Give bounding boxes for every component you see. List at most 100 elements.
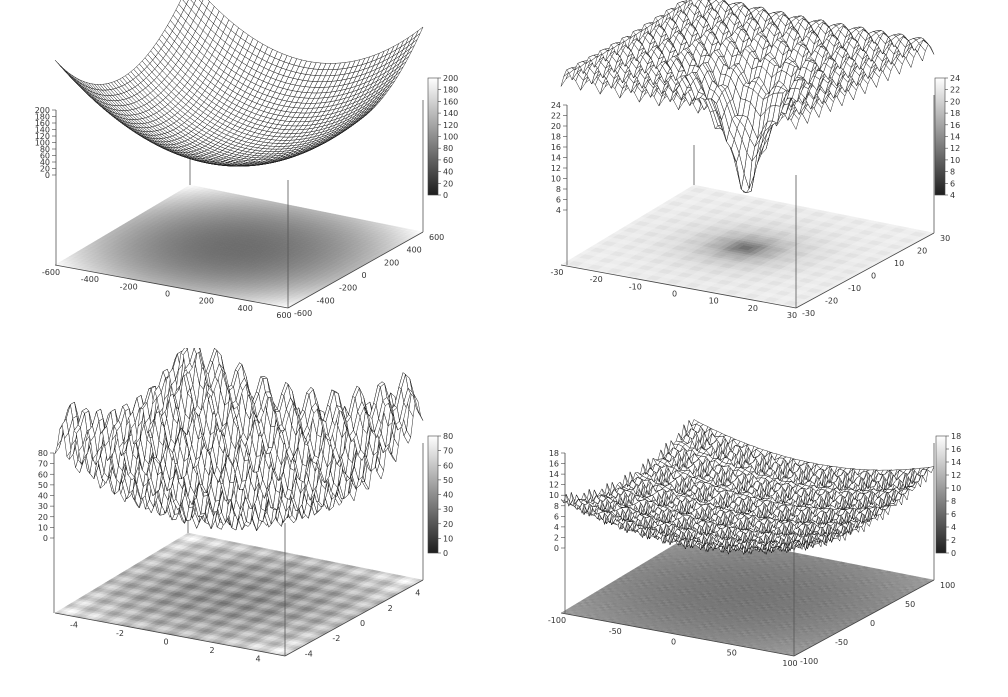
y-tick-label: 0 bbox=[870, 619, 875, 628]
colorbar: 0 2 4 6 8 10 12 14 16 18 bbox=[935, 432, 961, 558]
x-tick-label: 600 bbox=[276, 311, 291, 320]
z-tick-label: 70 bbox=[38, 460, 48, 469]
colorbar-tick-label: 6 bbox=[950, 179, 955, 188]
z-tick-label: 0 bbox=[554, 544, 559, 553]
x-tick-label: -4 bbox=[70, 620, 78, 629]
axes-frame bbox=[560, 443, 935, 657]
x-tick-label: -50 bbox=[609, 627, 622, 636]
colorbar-tick-label: 0 bbox=[443, 549, 448, 558]
y-tick-label: 100 bbox=[940, 581, 955, 590]
colorbar-tick-label: 0 bbox=[443, 191, 448, 200]
colorbar-tick-label: 20 bbox=[443, 520, 453, 529]
colorbar-tick-label: 22 bbox=[950, 86, 960, 95]
y-tick-label: 0 bbox=[360, 619, 365, 628]
surface-wireframe bbox=[560, 419, 935, 556]
y-tick-label: -400 bbox=[317, 296, 335, 305]
colorbar-tick-label: 180 bbox=[443, 86, 458, 95]
z-tick-label: 6 bbox=[554, 512, 559, 521]
floor-heatmap bbox=[560, 184, 935, 309]
y-tick-labels: -4 -2 0 2 4 bbox=[305, 589, 420, 659]
colorbar-tick-label: 40 bbox=[443, 168, 453, 177]
x-tick-label: 0 bbox=[163, 638, 168, 647]
surface-plot-rastrigin: -4-2024-4-202401020304050607080010203040… bbox=[38, 348, 453, 664]
z-tick-label: 10 bbox=[551, 175, 561, 184]
y-tick-label: -10 bbox=[848, 284, 861, 293]
y-tick-label: -30 bbox=[802, 309, 815, 318]
y-tick-label: 0 bbox=[871, 272, 876, 281]
y-tick-label: 20 bbox=[917, 247, 927, 256]
x-tick-label: 100 bbox=[782, 659, 797, 668]
x-tick-label: 50 bbox=[727, 648, 737, 657]
colorbar-gradient bbox=[935, 435, 947, 554]
chart-panel-sphere: -600 -400 -200 0 200 400 600 -600 -400 -200 0 200 40… bbox=[0, 0, 504, 348]
z-tick-label: 40 bbox=[40, 158, 50, 167]
x-tick-label: 4 bbox=[255, 655, 260, 664]
z-tick-label: 8 bbox=[554, 502, 559, 511]
colorbar-tick-label: 18 bbox=[951, 432, 961, 441]
colorbar-tick-label: 100 bbox=[443, 133, 458, 142]
z-tick-label: 0 bbox=[43, 534, 48, 543]
z-tick-label: 20 bbox=[38, 513, 48, 522]
x-tick-label: 200 bbox=[199, 297, 214, 306]
floor-heatmap bbox=[560, 532, 935, 657]
x-tick-labels: -100 -50 0 50 100 bbox=[548, 616, 798, 668]
colorbar-gradient bbox=[427, 77, 439, 196]
colorbar-tick-label: 20 bbox=[443, 179, 453, 188]
colorbar-tick-label: 10 bbox=[951, 484, 961, 493]
z-tick-label: 60 bbox=[38, 470, 48, 479]
x-tick-label: 400 bbox=[238, 304, 253, 313]
y-tick-label: 0 bbox=[362, 271, 367, 280]
y-tick-label: -200 bbox=[339, 284, 357, 293]
z-tick-label: 60 bbox=[40, 152, 50, 161]
z-tick-label: 200 bbox=[35, 106, 50, 115]
z-tick-label: 100 bbox=[35, 139, 50, 148]
x-axis-line bbox=[560, 264, 797, 309]
y-tick-label: -50 bbox=[835, 638, 848, 647]
y-tick-label: 10 bbox=[894, 259, 904, 268]
colorbar: 0 20 40 60 80 100 120 140 160 180 200 bbox=[427, 74, 458, 200]
y-tick-label: 4 bbox=[415, 589, 420, 598]
colorbar-tick-label: 0 bbox=[951, 549, 956, 558]
colorbar-tick-label: 10 bbox=[950, 156, 960, 165]
colorbar-tick-label: 16 bbox=[950, 121, 960, 130]
x-tick-label: 0 bbox=[672, 290, 677, 299]
y-tick-label: 600 bbox=[429, 233, 444, 242]
colorbar-tick-label: 4 bbox=[950, 191, 955, 200]
x-tick-label: -10 bbox=[629, 282, 642, 291]
z-tick-label: 16 bbox=[549, 460, 559, 469]
y-tick-label: 2 bbox=[388, 604, 393, 613]
x-tick-label: 2 bbox=[209, 646, 214, 655]
z-tick-label: 120 bbox=[35, 132, 50, 141]
x-tick-labels: -4 -2 0 2 4 bbox=[70, 620, 261, 663]
floor-heatmap bbox=[54, 532, 424, 657]
z-tick-label: 8 bbox=[556, 185, 561, 194]
z-tick-label: 50 bbox=[38, 481, 48, 490]
z-tick-label: 10 bbox=[549, 491, 559, 500]
z-tick-label: 2 bbox=[554, 533, 559, 542]
y-tick-label: -20 bbox=[825, 297, 838, 306]
colorbar-tick-label: 200 bbox=[443, 74, 458, 83]
colorbar-tick-label: 16 bbox=[951, 445, 961, 454]
colorbar-tick-label: 12 bbox=[950, 144, 960, 153]
x-tick-labels: -600 -400 -200 0 200 400 600 bbox=[42, 268, 292, 320]
z-tick-label: 16 bbox=[551, 143, 561, 152]
colorbar-tick-label: 10 bbox=[443, 534, 453, 543]
x-tick-labels: -30 -20 -10 0 10 20 30 bbox=[550, 268, 797, 320]
x-axis-line bbox=[54, 612, 286, 657]
y-axis-line bbox=[284, 579, 424, 657]
colorbar-tick-label: 160 bbox=[443, 97, 458, 106]
colorbar-tick-label: 80 bbox=[443, 144, 453, 153]
z-tick-label: 14 bbox=[549, 470, 559, 479]
y-axis-line bbox=[793, 579, 935, 657]
z-tick-label: 160 bbox=[35, 119, 50, 128]
colorbar-tick-label: 30 bbox=[443, 505, 453, 514]
z-tick-label: 80 bbox=[40, 145, 50, 154]
colorbar-tick-label: 60 bbox=[443, 461, 453, 470]
x-tick-label: 0 bbox=[165, 290, 170, 299]
z-tick-label: 6 bbox=[556, 196, 561, 205]
colorbar-tick-label: 140 bbox=[443, 109, 458, 118]
colorbar-tick-label: 14 bbox=[951, 458, 961, 467]
colorbar-tick-label: 2 bbox=[951, 536, 956, 545]
